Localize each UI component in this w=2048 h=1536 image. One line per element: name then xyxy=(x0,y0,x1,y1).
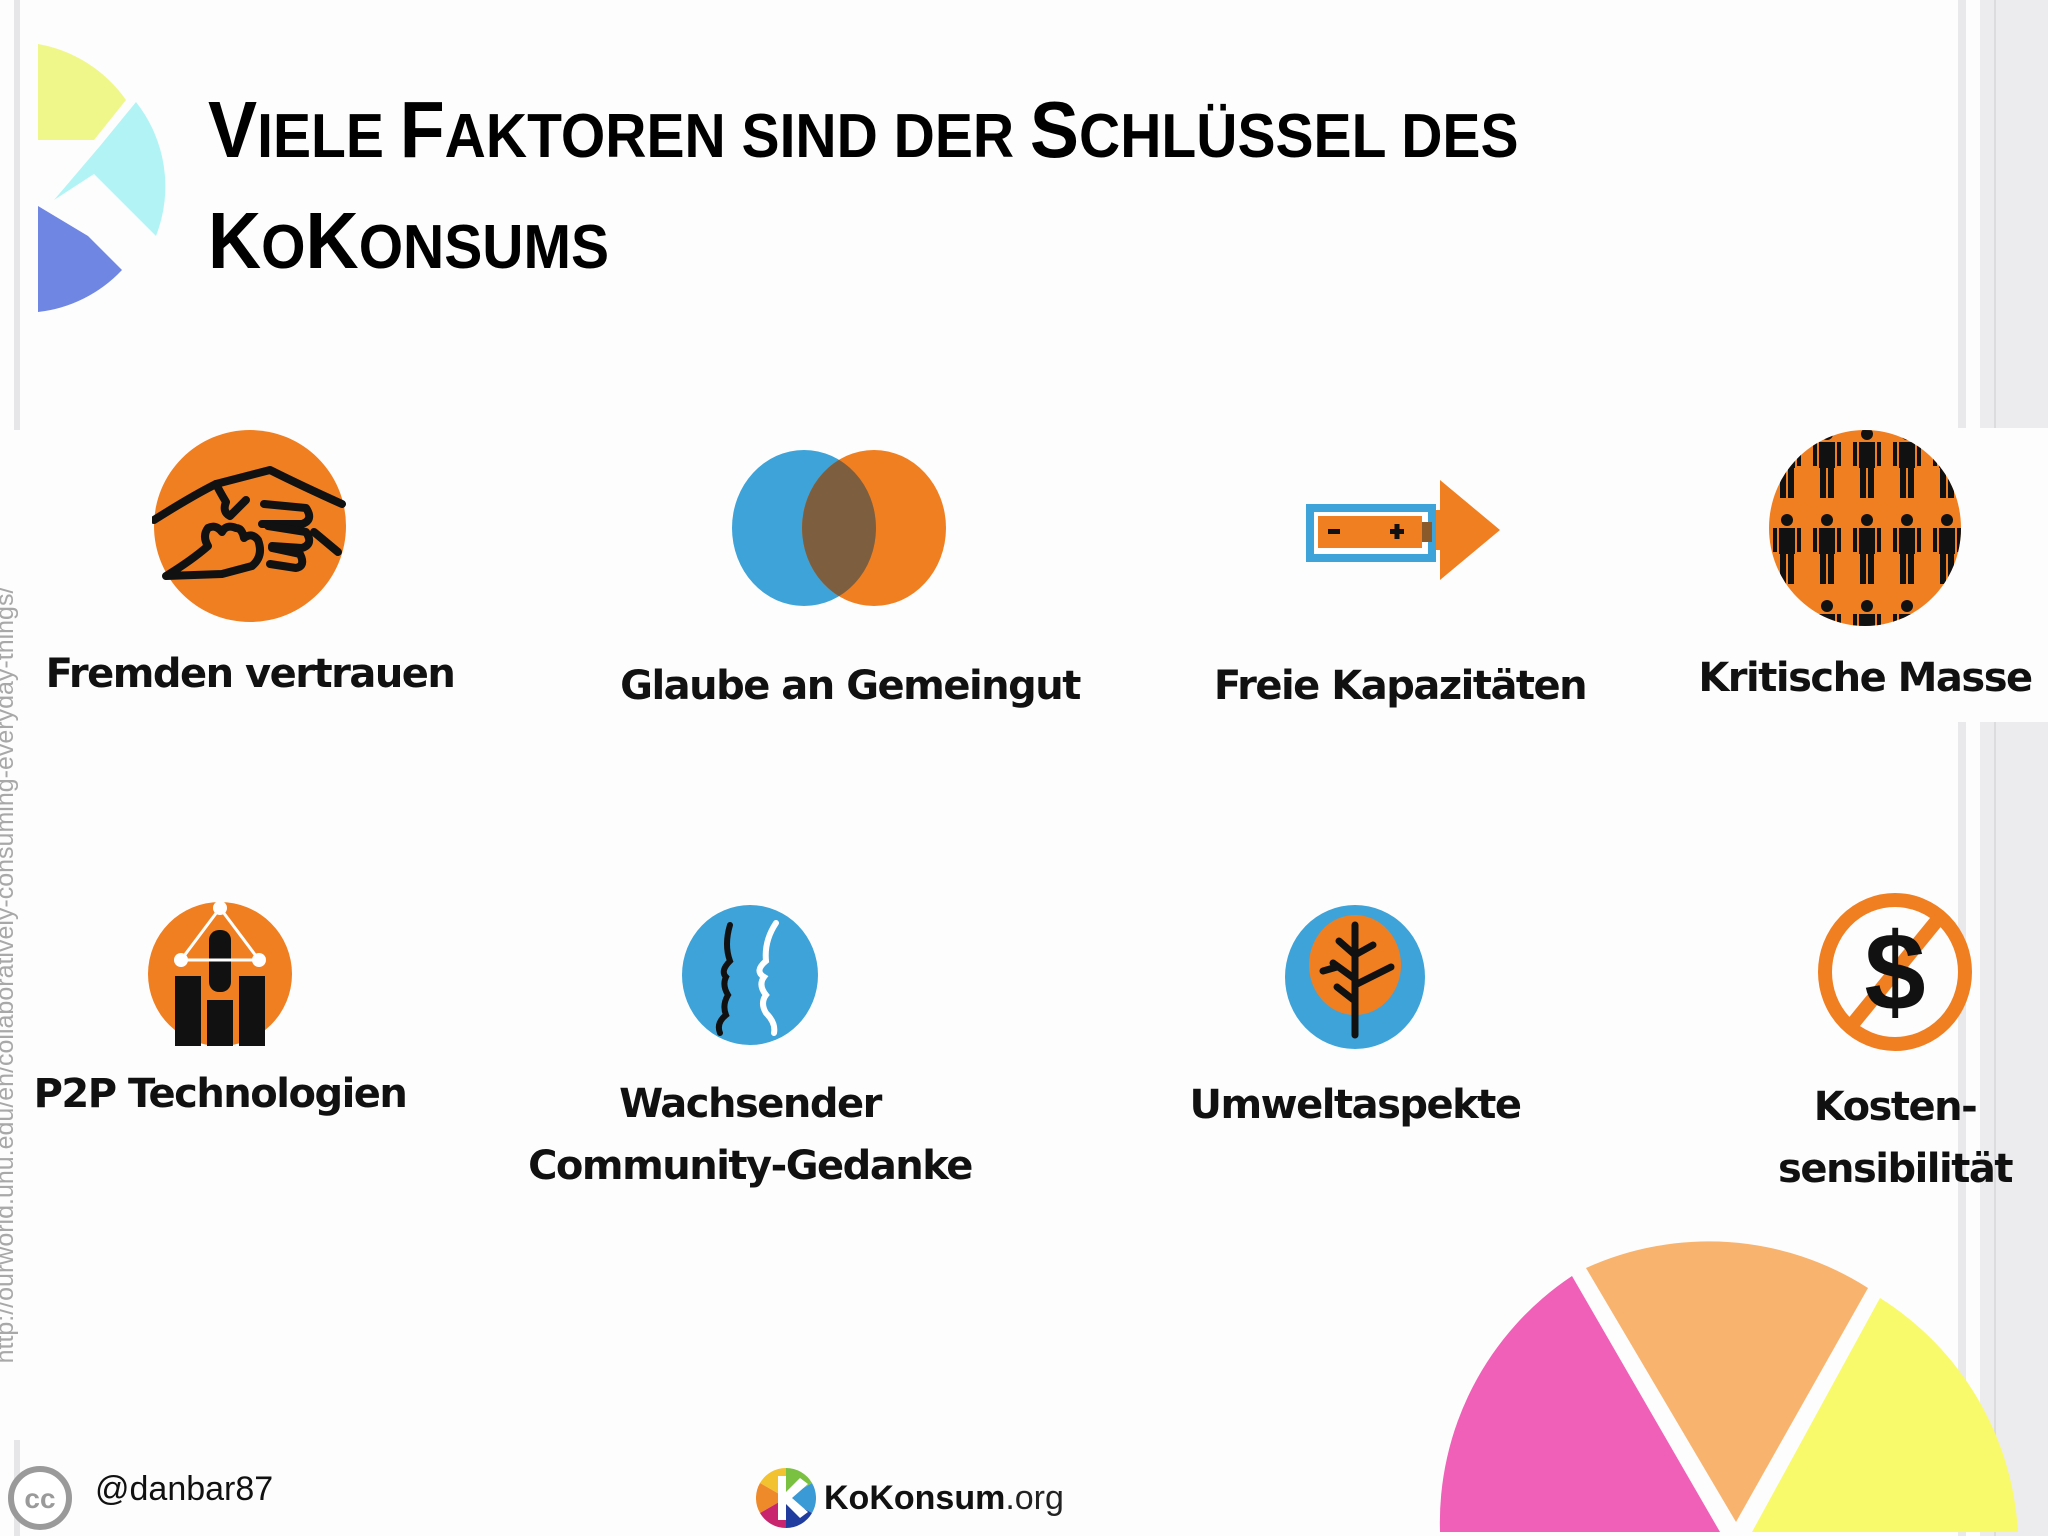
tree-icon xyxy=(1285,905,1425,1049)
factor-label: Freie Kapazitäten xyxy=(1213,663,1588,709)
factor-label: Wachsender Community-Gedanke xyxy=(528,1081,973,1189)
kokonsum-logo-icon xyxy=(756,1468,816,1528)
right-border-stripe xyxy=(1958,0,1966,428)
brand-tld: .org xyxy=(1005,1478,1064,1517)
title-line-2: KOKONSUMS xyxy=(208,196,610,285)
factor-freie-kapazitaeten: Freie Kapazitäten xyxy=(1180,470,1620,716)
factor-kostensensibilitaet: $ Kosten- sensibilität xyxy=(1700,892,2048,1200)
brand-name: KoKonsum xyxy=(824,1478,1006,1517)
two-faces-icon xyxy=(682,905,818,1045)
cc-icon[interactable]: cc xyxy=(8,1466,72,1530)
no-dollar-icon: $ xyxy=(1818,893,1972,1051)
corner-logo-icon xyxy=(38,44,166,312)
factor-glaube-an-gemeingut: Glaube an Gemeingut xyxy=(600,448,1100,716)
factor-label: Fremden vertrauen xyxy=(45,651,456,697)
right-border-stripe xyxy=(1958,722,1966,1536)
right-border-stripe xyxy=(1980,722,2048,1536)
p2p-network-icon xyxy=(148,901,292,1046)
left-border-rule xyxy=(14,0,20,430)
title-line-1: VIELE FAKTOREN SIND DER SCHLÜSSEL DES xyxy=(208,85,1519,174)
slide-title: VIELE FAKTOREN SIND DER SCHLÜSSEL DES KO… xyxy=(208,78,1519,300)
right-border-stripe xyxy=(1980,0,2048,428)
factor-label: P2P Technologien xyxy=(33,1071,408,1117)
source-url[interactable]: http://ourworld.unu.edu/en/collaborative… xyxy=(0,586,19,1364)
decorative-fan-graphic xyxy=(1439,1241,2018,1532)
handshake-icon xyxy=(152,430,346,622)
brand-link[interactable]: KoKonsum .org xyxy=(756,1466,1064,1530)
factor-label: Glaube an Gemeingut xyxy=(620,663,1081,709)
factor-label: Umweltaspekte xyxy=(1189,1082,1523,1128)
factor-label: Kosten- sensibilität xyxy=(1778,1084,2013,1192)
svg-text:cc: cc xyxy=(24,1483,55,1514)
factor-label: Kritische Masse xyxy=(1698,655,2033,701)
venn-overlap-icon xyxy=(732,450,946,606)
author-handle[interactable]: @danbar87 xyxy=(95,1470,274,1508)
factor-kritische-masse: Kritische Masse xyxy=(1680,428,2048,708)
factor-community-gedanke: Wachsender Community-Gedanke xyxy=(520,905,980,1197)
factor-p2p-technologien: P2P Technologien xyxy=(20,900,420,1124)
battery-arrow-icon xyxy=(1306,480,1500,580)
crowd-people-icon xyxy=(1769,430,1961,626)
svg-text:$: $ xyxy=(1864,911,1925,1034)
factor-fremden-vertrauen: Fremden vertrauen xyxy=(40,428,460,704)
factor-umweltaspekte: Umweltaspekte xyxy=(1140,905,1570,1135)
